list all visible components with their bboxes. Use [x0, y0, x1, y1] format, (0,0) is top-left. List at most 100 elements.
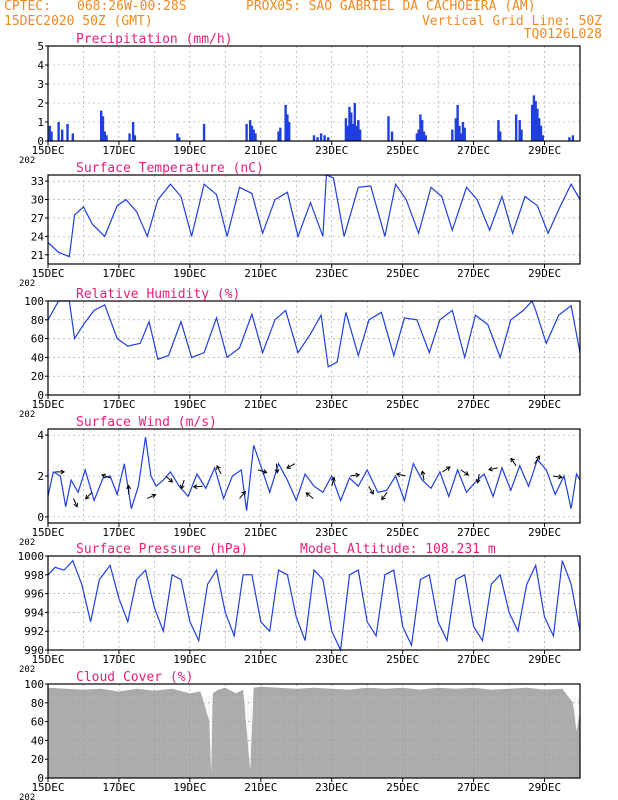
- precipitation-bar: [497, 120, 500, 141]
- y-tick-label: 80: [31, 314, 44, 327]
- wind-arrow: [534, 455, 540, 465]
- wind-arrow: [239, 491, 246, 499]
- precipitation-bar: [417, 129, 420, 141]
- precipitation-bar: [312, 135, 316, 141]
- y-tick-label: 996: [24, 588, 44, 601]
- x-tick-label: 29DEC: [528, 526, 561, 539]
- precipitation-bar: [538, 118, 541, 141]
- precipitation-bar: [323, 135, 326, 141]
- precipitation-bar: [245, 123, 248, 141]
- precipitation-bar: [459, 133, 463, 141]
- x-tick-label: 25DEC: [386, 398, 419, 411]
- x-tick-label: 19DEC: [173, 398, 206, 411]
- wind-arrow-head: [101, 473, 107, 479]
- x-tick-label: 19DEC: [173, 144, 206, 157]
- precipitation-bar: [133, 135, 137, 141]
- x-tick-label: 25DEC: [386, 653, 419, 666]
- precipitation-bar: [48, 125, 51, 141]
- x-tick-label: 17DEC: [102, 781, 135, 794]
- precipitation-bar: [176, 133, 179, 141]
- precipitation-bar: [250, 125, 254, 141]
- x-tick-label: 23DEC: [315, 526, 348, 539]
- y-tick-label: 0: [37, 389, 44, 402]
- wind-arrow: [510, 458, 517, 467]
- y-tick-label: 5: [37, 40, 44, 53]
- series-line: [47, 299, 581, 368]
- wind-arrow-head: [286, 464, 292, 469]
- precipitation-bar: [568, 137, 571, 141]
- wind-arrow-head: [126, 484, 132, 490]
- y-tick-label: 30: [31, 194, 44, 207]
- x-year-fragment: 202: [19, 410, 35, 420]
- precipitation-bar: [463, 127, 466, 141]
- panel-frame: [47, 300, 581, 396]
- precipitation-bar: [316, 137, 319, 141]
- wind-arrow-head: [535, 455, 540, 461]
- x-tick-label: 23DEC: [315, 267, 348, 280]
- wind-arrow-head: [355, 472, 361, 478]
- wind-arrow-head: [179, 484, 185, 490]
- precipitation-bar: [326, 137, 330, 141]
- precipitation-bar: [458, 125, 461, 141]
- wind-arrow: [286, 463, 296, 469]
- panel-frame: [47, 45, 581, 142]
- precipitation-bar: [499, 131, 502, 141]
- wind-arrow: [368, 485, 374, 495]
- precipitation-bar: [419, 114, 422, 141]
- precipitation-bar: [248, 120, 252, 141]
- y-tick-label: 0: [37, 135, 44, 148]
- precipitation-bar: [287, 122, 291, 141]
- header-coordinates: 068:26W-00:28S: [77, 0, 187, 14]
- wind-arrow-head: [420, 470, 426, 476]
- x-tick-label: 27DEC: [457, 267, 490, 280]
- y-tick-label: 1: [37, 116, 44, 129]
- wind-arrow: [460, 469, 469, 476]
- x-tick-label: 15DEC: [31, 398, 64, 411]
- x-tick-label: 17DEC: [102, 267, 135, 280]
- x-tick-label: 19DEC: [173, 653, 206, 666]
- wind-arrow: [180, 479, 185, 489]
- precipitation-bar: [128, 133, 131, 141]
- x-tick-label: 17DEC: [102, 144, 135, 157]
- precipitation-bar: [424, 135, 427, 141]
- precipitation-bar: [390, 131, 394, 141]
- panel-title: Surface Temperature (nC): [76, 161, 264, 176]
- y-tick-label: 2: [37, 470, 44, 483]
- precipitation-bar: [277, 131, 280, 141]
- x-year-fragment: 202: [19, 156, 35, 166]
- precipitation-bar: [534, 101, 537, 141]
- wind-arrow-head: [262, 469, 268, 474]
- precipitation-bar: [536, 108, 539, 141]
- precipitation-bar: [415, 133, 419, 141]
- precipitation-bar: [532, 95, 536, 141]
- y-tick-label: 60: [31, 333, 44, 346]
- header-model-code: TQ0126L028: [523, 27, 602, 42]
- wind-arrow-head: [60, 469, 66, 475]
- precipitation-bar: [454, 118, 458, 141]
- x-year-fragment: 202: [19, 538, 35, 548]
- x-tick-label: 23DEC: [315, 781, 348, 794]
- precipitation-bar: [252, 129, 255, 141]
- x-tick-label: 19DEC: [173, 781, 206, 794]
- wind-arrow: [350, 474, 360, 477]
- y-tick-label: 0: [37, 511, 44, 524]
- x-tick-label: 17DEC: [102, 398, 135, 411]
- precipitation-bar: [178, 137, 181, 141]
- panel-annotation: Model Altitude: 108.231 m: [300, 542, 496, 557]
- x-tick-label: 15DEC: [31, 526, 64, 539]
- wind-arrow-head: [464, 471, 470, 476]
- x-tick-label: 27DEC: [457, 526, 490, 539]
- x-tick-label: 25DEC: [386, 526, 419, 539]
- x-tick-label: 19DEC: [173, 267, 206, 280]
- x-tick-label: 27DEC: [457, 781, 490, 794]
- wind-arrow: [381, 492, 388, 500]
- x-tick-label: 23DEC: [315, 653, 348, 666]
- panel-title: Relative Humidity (%): [76, 287, 240, 302]
- y-tick-label: 21: [31, 249, 44, 262]
- precipitation-bar: [60, 129, 64, 141]
- wind-arrow-head: [192, 484, 198, 490]
- x-tick-label: 27DEC: [457, 653, 490, 666]
- precipitation-bar: [101, 116, 105, 141]
- panel-title: Surface Wind (m/s): [76, 415, 217, 430]
- y-tick-label: 990: [24, 644, 44, 657]
